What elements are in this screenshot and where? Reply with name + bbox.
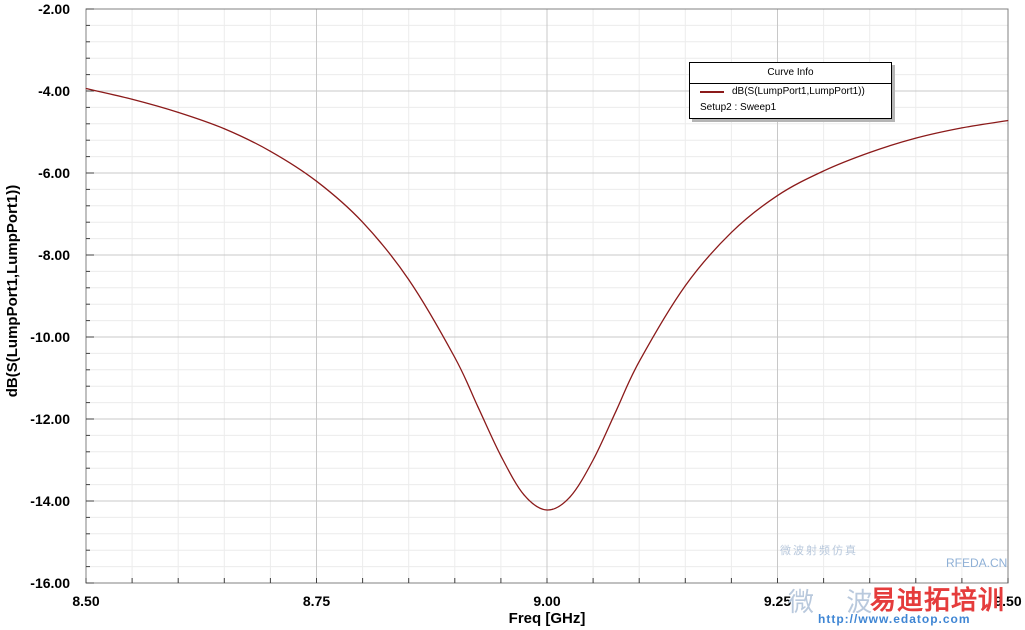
data-point xyxy=(569,496,571,498)
data-point xyxy=(869,151,871,154)
data-point xyxy=(546,509,548,511)
y-tick-label: -14.00 xyxy=(30,493,70,509)
data-point xyxy=(362,221,364,223)
y-tick-label: -4.00 xyxy=(38,83,70,99)
data-point xyxy=(477,406,479,408)
data-point xyxy=(684,285,686,287)
data-point xyxy=(523,494,525,496)
x-tick-label: 8.75 xyxy=(303,593,330,609)
x-tick-label: 9.00 xyxy=(533,593,560,609)
data-point xyxy=(1007,119,1009,122)
data-point xyxy=(131,98,133,100)
data-point xyxy=(315,180,318,182)
x-tick-label: 9.50 xyxy=(994,593,1021,609)
data-point xyxy=(776,194,779,197)
y-axis-title: dB(S(LumpPort1,LumpPort1)) xyxy=(4,185,21,397)
curve-info-legend[interactable]: Curve Info dB(S(LumpPort1,LumpPort1)) Se… xyxy=(689,62,892,119)
data-point xyxy=(638,361,640,363)
data-point xyxy=(592,459,594,461)
data-point xyxy=(269,150,271,152)
legend-entry[interactable]: dB(S(LumpPort1,LumpPort1)) xyxy=(690,84,891,100)
y-tick-label: -16.00 xyxy=(30,575,70,591)
y-tick-label: -2.00 xyxy=(38,1,70,17)
x-axis-title: Freq [GHz] xyxy=(509,610,586,627)
data-point xyxy=(85,87,87,90)
legend-swatch xyxy=(700,91,724,93)
x-tick-label: 8.50 xyxy=(72,593,99,609)
y-tick-label: -8.00 xyxy=(38,247,70,263)
data-point xyxy=(615,410,617,412)
y-tick-label: -10.00 xyxy=(30,329,70,345)
data-point xyxy=(454,356,456,359)
data-point xyxy=(177,111,179,113)
x-tick-label: 9.25 xyxy=(764,593,791,609)
y-tick-label: -12.00 xyxy=(30,411,70,427)
data-point xyxy=(408,279,410,281)
data-point xyxy=(915,137,917,139)
legend-setup-label: Setup2 : Sweep1 xyxy=(700,102,777,113)
y-tick-label: -6.00 xyxy=(38,165,70,181)
legend-series-name: dB(S(LumpPort1,LumpPort1)) xyxy=(732,86,865,97)
data-point xyxy=(730,231,733,234)
data-point xyxy=(223,128,225,130)
data-point xyxy=(823,170,825,172)
data-point xyxy=(500,455,502,457)
data-point xyxy=(961,127,963,129)
legend-title: Curve Info xyxy=(690,63,891,84)
